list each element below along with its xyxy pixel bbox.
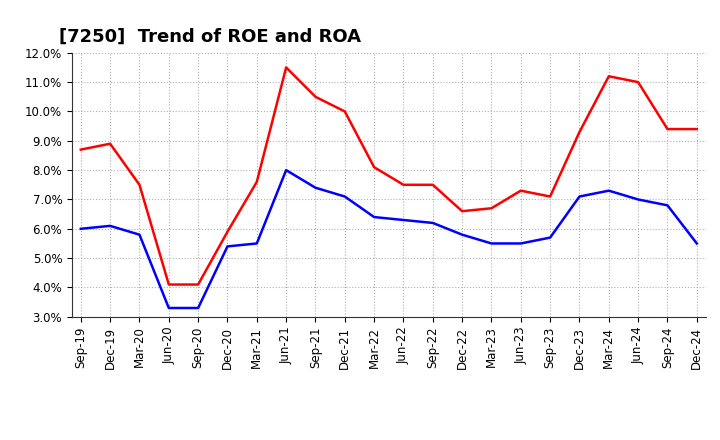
ROA xyxy=(428,220,437,226)
ROE xyxy=(663,126,672,132)
ROE xyxy=(194,282,202,287)
ROA xyxy=(106,223,114,228)
ROA xyxy=(370,214,379,220)
ROA xyxy=(693,241,701,246)
ROE xyxy=(605,73,613,79)
ROA xyxy=(605,188,613,193)
ROE xyxy=(135,182,144,187)
ROA xyxy=(458,232,467,237)
ROE xyxy=(516,188,525,193)
Text: [7250]  Trend of ROE and ROA: [7250] Trend of ROE and ROA xyxy=(59,28,361,46)
ROE xyxy=(634,80,642,85)
ROE xyxy=(76,147,85,152)
ROA xyxy=(164,305,173,311)
ROE xyxy=(399,182,408,187)
ROA xyxy=(76,226,85,231)
ROA xyxy=(282,168,290,173)
ROA xyxy=(311,185,320,191)
ROE xyxy=(575,129,584,135)
ROA xyxy=(634,197,642,202)
ROE xyxy=(106,141,114,147)
ROA xyxy=(135,232,144,237)
ROA xyxy=(546,235,554,240)
ROE xyxy=(546,194,554,199)
ROA xyxy=(253,241,261,246)
ROE xyxy=(311,94,320,99)
ROA xyxy=(223,244,232,249)
ROA xyxy=(516,241,525,246)
ROE xyxy=(253,179,261,184)
ROE xyxy=(164,282,173,287)
ROE xyxy=(428,182,437,187)
ROA xyxy=(194,305,202,311)
ROA xyxy=(663,203,672,208)
ROE xyxy=(458,209,467,214)
ROE xyxy=(487,205,496,211)
ROE xyxy=(370,165,379,170)
ROE xyxy=(282,65,290,70)
ROA xyxy=(487,241,496,246)
Line: ROE: ROE xyxy=(81,67,697,285)
ROA xyxy=(341,194,349,199)
ROE xyxy=(223,229,232,235)
Line: ROA: ROA xyxy=(81,170,697,308)
ROE xyxy=(693,126,701,132)
ROA xyxy=(399,217,408,223)
ROA xyxy=(575,194,584,199)
ROE xyxy=(341,109,349,114)
